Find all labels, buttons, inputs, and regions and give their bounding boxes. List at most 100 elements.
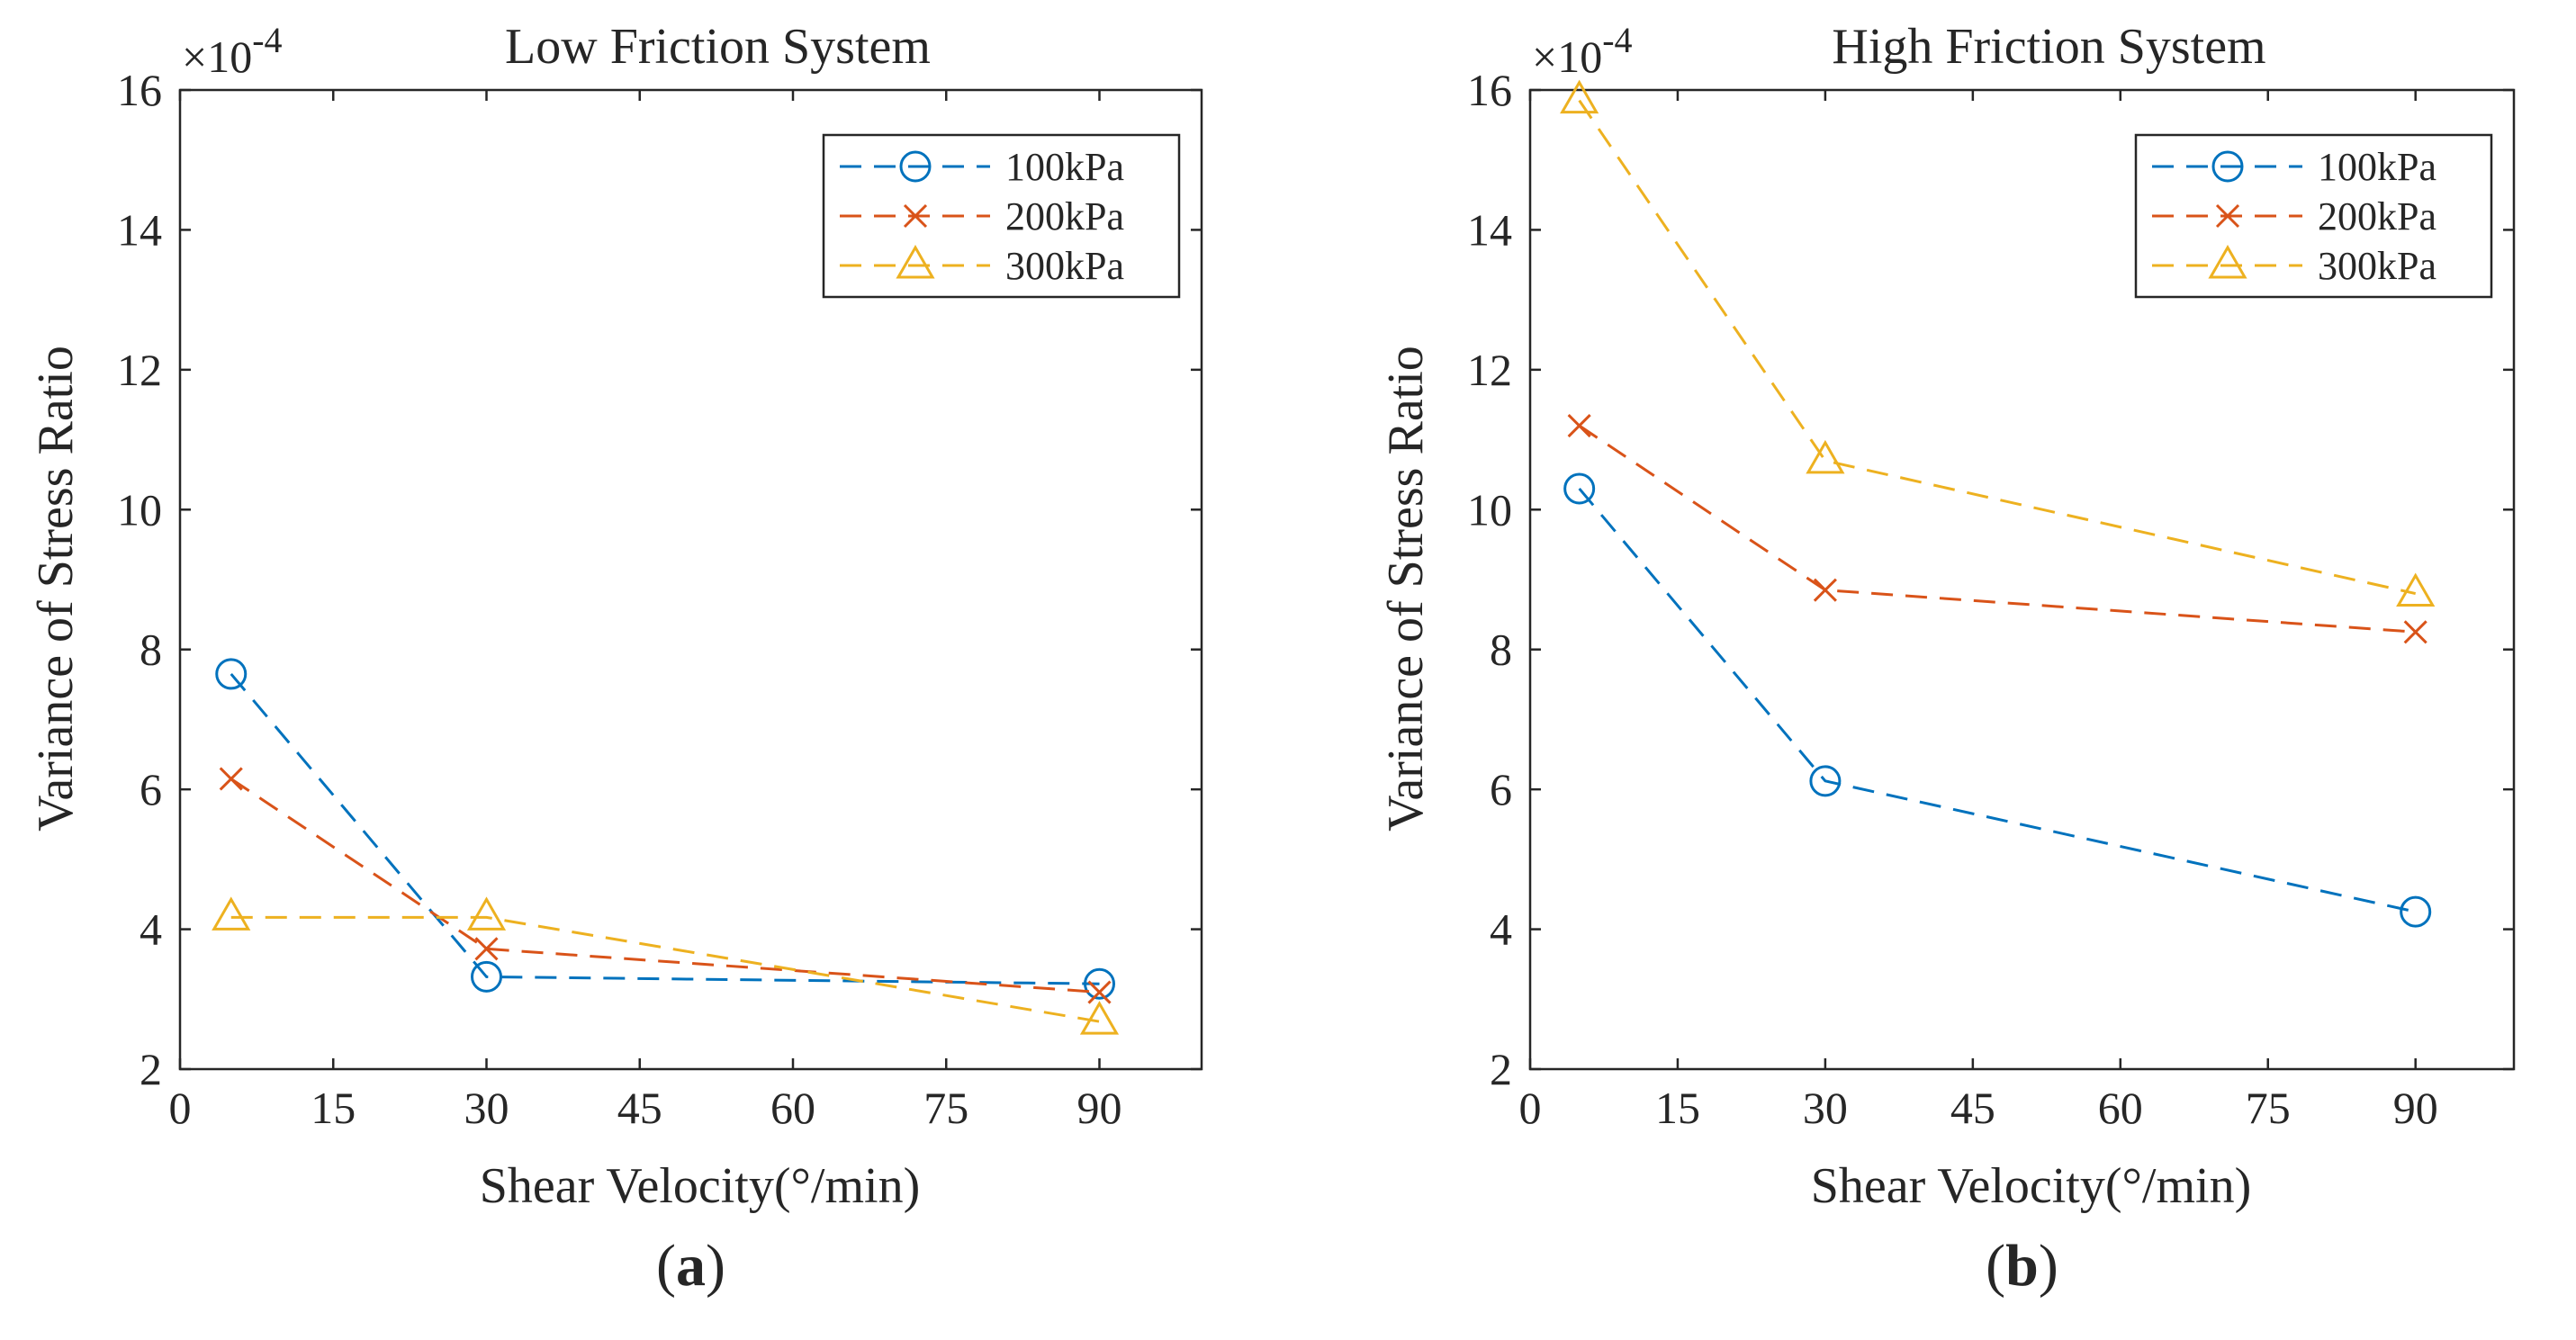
x-tick-label: 15 bbox=[1655, 1083, 1700, 1133]
y-axis-title: Variance of Stress Ratio bbox=[1378, 346, 1434, 832]
series-100kPa bbox=[1563, 472, 2432, 928]
series-300kPa bbox=[212, 896, 1120, 1035]
x-tick-label: 30 bbox=[464, 1083, 509, 1133]
x-tick-label: 15 bbox=[311, 1083, 356, 1133]
data-point-marker bbox=[471, 960, 502, 993]
series-100kPa bbox=[215, 658, 1115, 1000]
legend-item-300kPa: 300kPa bbox=[840, 244, 1124, 288]
legend-marker bbox=[899, 150, 932, 183]
legend-label: 300kPa bbox=[2318, 244, 2436, 288]
data-point-marker bbox=[1563, 472, 1596, 505]
y-tick-label: 2 bbox=[1490, 1044, 1512, 1094]
sub-label-open: ( bbox=[656, 1233, 676, 1299]
chart-title: Low Friction System bbox=[505, 19, 931, 75]
y-exponent: -4 bbox=[1602, 20, 1632, 60]
data-point-marker bbox=[1560, 79, 1599, 114]
data-point-marker bbox=[2396, 572, 2436, 607]
series-200kPa bbox=[1567, 413, 2427, 644]
y-tick-label: 14 bbox=[117, 204, 162, 255]
data-point-marker bbox=[2403, 620, 2427, 644]
x-tick-label: 60 bbox=[2098, 1083, 2143, 1133]
y-multiplier: ×10 bbox=[1532, 31, 1602, 82]
data-point-marker bbox=[212, 896, 251, 931]
y-tick-label: 8 bbox=[1490, 625, 1512, 675]
legend-marker bbox=[2211, 150, 2244, 183]
y-tick-label: 8 bbox=[140, 625, 162, 675]
data-point-marker bbox=[466, 896, 507, 931]
legend-marker bbox=[2215, 203, 2240, 229]
legend-item-100kPa: 100kPa bbox=[840, 145, 1124, 189]
y-tick-label: 16 bbox=[1467, 65, 1512, 115]
legend-marker bbox=[903, 203, 928, 229]
x-tick-label: 90 bbox=[2393, 1083, 2438, 1133]
y-tick-label: 4 bbox=[140, 904, 162, 955]
y-axis-title: Variance of Stress Ratio bbox=[28, 346, 84, 832]
y-tick-label: 14 bbox=[1467, 204, 1512, 255]
series-line bbox=[230, 672, 1100, 985]
series-200kPa bbox=[219, 767, 1112, 1004]
y-exponent: -4 bbox=[252, 20, 282, 60]
sub-label-open: ( bbox=[1986, 1233, 2005, 1299]
panel-sub-label: (b) bbox=[1986, 1233, 2058, 1299]
data-point-marker bbox=[2400, 895, 2432, 928]
data-point-marker bbox=[1079, 1001, 1120, 1035]
x-tick-label: 90 bbox=[1077, 1083, 1122, 1133]
data-point-marker bbox=[1567, 413, 1591, 438]
x-tick-label: 60 bbox=[770, 1083, 815, 1133]
sub-label-close: ) bbox=[706, 1233, 725, 1299]
y-tick-label: 6 bbox=[1490, 764, 1512, 814]
legend: 100kPa 200kPa 300kPa bbox=[822, 133, 1181, 299]
legend-label: 100kPa bbox=[1005, 145, 1124, 189]
data-point-marker bbox=[219, 767, 243, 791]
sub-label-letter: a bbox=[676, 1233, 706, 1299]
x-tick-label: 75 bbox=[2246, 1083, 2291, 1133]
y-tick-label: 6 bbox=[140, 764, 162, 814]
legend-marker bbox=[896, 244, 935, 279]
y-tick-label: 4 bbox=[1490, 904, 1512, 955]
data-point-marker bbox=[474, 937, 499, 961]
series-line bbox=[1578, 424, 2416, 634]
data-point-marker bbox=[1084, 967, 1115, 1000]
x-tick-label: 0 bbox=[169, 1083, 192, 1133]
legend-item-300kPa: 300kPa bbox=[2152, 244, 2436, 288]
x-tick-label: 45 bbox=[617, 1083, 662, 1133]
y-multiplier: ×10 bbox=[182, 31, 252, 82]
data-point-marker bbox=[1087, 980, 1112, 1004]
x-tick-label: 75 bbox=[923, 1083, 968, 1133]
y-tick-label: 12 bbox=[117, 345, 162, 395]
y-exponent-label: ×10-4 bbox=[182, 20, 283, 82]
legend-item-200kPa: 200kPa bbox=[840, 194, 1124, 238]
legend-label: 300kPa bbox=[1005, 244, 1124, 288]
legend-marker bbox=[2208, 244, 2247, 279]
y-tick-label: 10 bbox=[1467, 484, 1512, 535]
y-tick-label: 12 bbox=[1467, 345, 1512, 395]
sub-label-letter: b bbox=[2005, 1233, 2039, 1299]
chart-title: High Friction System bbox=[1832, 19, 2265, 75]
data-point-marker bbox=[1809, 765, 1842, 797]
chart-panel-a: 0 15 30 45 60 75 90 2 4 6 8 10 12 14 16 ×10-4 Low Fricti… bbox=[28, 19, 1203, 1299]
data-point-marker bbox=[1806, 439, 1845, 474]
legend-item-200kPa: 200kPa bbox=[2152, 194, 2436, 238]
y-tick-label: 16 bbox=[117, 65, 162, 115]
panel-sub-label: (a) bbox=[656, 1233, 725, 1299]
chart-panel-b: 0 15 30 45 60 75 90 2 4 6 8 10 12 14 16 ×10-4 High Frict… bbox=[1378, 19, 2516, 1299]
y-tick-label: 2 bbox=[140, 1044, 162, 1094]
series-line bbox=[230, 915, 1100, 1023]
legend-label: 200kPa bbox=[2318, 194, 2436, 238]
x-axis-title: Shear Velocity(°/min) bbox=[480, 1158, 920, 1214]
series-line bbox=[1578, 99, 2417, 596]
data-point-marker bbox=[1813, 578, 1837, 602]
x-tick-label: 0 bbox=[1519, 1083, 1542, 1133]
legend-label: 100kPa bbox=[2318, 145, 2436, 189]
series-300kPa bbox=[1560, 79, 2436, 607]
sub-label-close: ) bbox=[2039, 1233, 2058, 1299]
x-tick-label: 30 bbox=[1803, 1083, 1848, 1133]
legend-label: 200kPa bbox=[1005, 194, 1124, 238]
series-line bbox=[1578, 488, 2417, 913]
y-exponent-label: ×10-4 bbox=[1532, 20, 1633, 82]
legend: 100kPa 200kPa 300kPa bbox=[2134, 133, 2493, 299]
legend-item-100kPa: 100kPa bbox=[2152, 145, 2436, 189]
x-axis-title: Shear Velocity(°/min) bbox=[1811, 1158, 2251, 1214]
x-tick-label: 45 bbox=[1950, 1083, 1995, 1133]
